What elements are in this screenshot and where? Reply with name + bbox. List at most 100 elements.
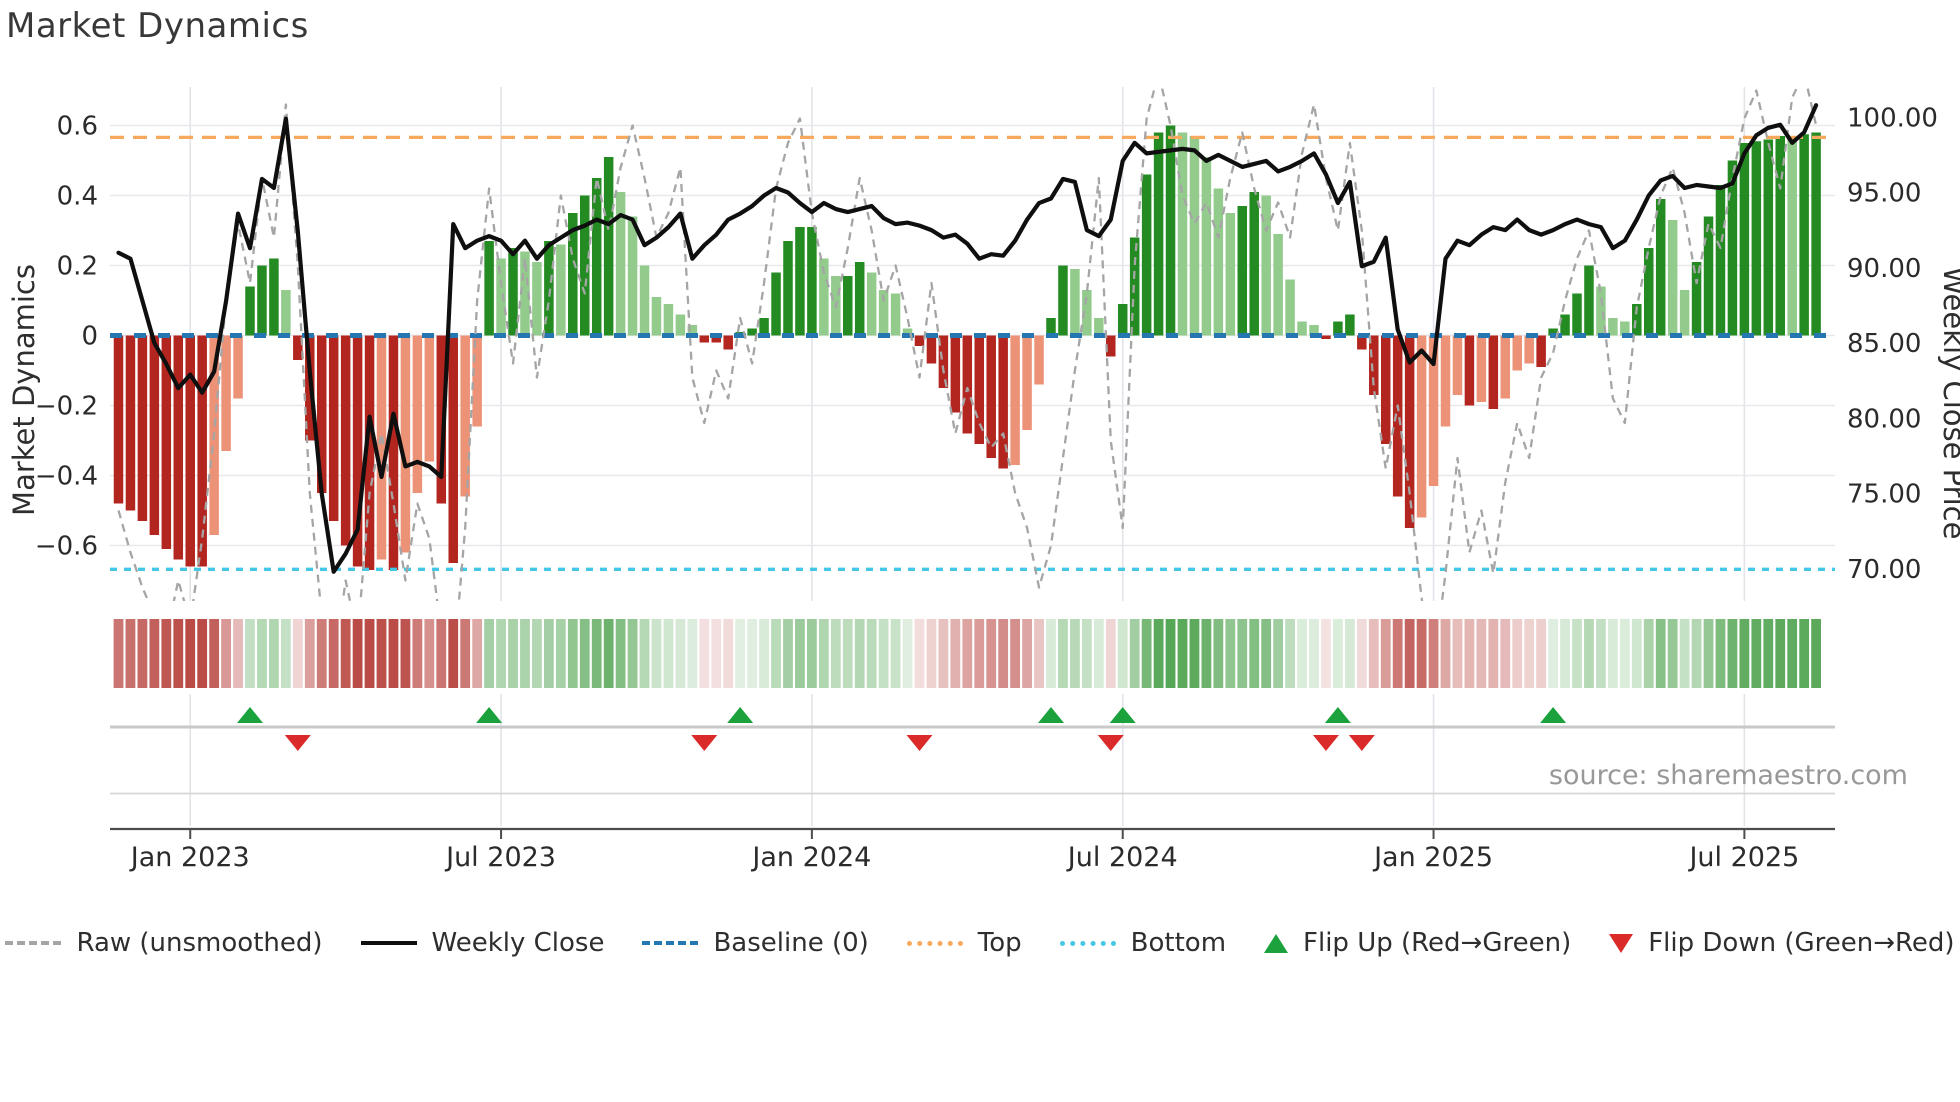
oscillator-bar xyxy=(747,328,757,336)
heatmap-cell xyxy=(412,619,423,688)
left-y-tick-label: 0.6 xyxy=(57,112,98,142)
heatmap-cell xyxy=(376,619,387,688)
oscillator-bar xyxy=(125,335,136,511)
oscillator-bar xyxy=(1070,269,1080,336)
heatmap-cell xyxy=(1452,619,1463,688)
oscillator-bar xyxy=(520,251,530,336)
heatmap-cell xyxy=(1416,619,1427,688)
oscillator-bar xyxy=(591,178,602,336)
heatmap-cell xyxy=(1321,619,1331,688)
heatmap-cell xyxy=(197,619,208,688)
oscillator-bar xyxy=(1787,137,1797,336)
heatmap-cell xyxy=(1631,619,1642,688)
oscillator-bar xyxy=(819,258,829,336)
oscillator-bar xyxy=(627,216,638,336)
legend-label: Bottom xyxy=(1130,928,1227,958)
right-y-tick-label: 100.00 xyxy=(1847,103,1938,133)
oscillator-bar xyxy=(197,335,207,567)
oscillator-bar xyxy=(1058,265,1068,336)
legend-item: Top xyxy=(906,928,1022,958)
heatmap-cell xyxy=(1141,619,1152,688)
oscillator-bar xyxy=(1512,335,1522,371)
oscillator-bar xyxy=(1392,335,1403,497)
heatmap-cell xyxy=(986,619,997,688)
heatmap-cell xyxy=(1249,619,1260,688)
oscillator-bar xyxy=(1261,195,1271,336)
heatmap-cell xyxy=(1368,619,1379,688)
oscillator-bar xyxy=(1739,143,1750,336)
oscillator-bar xyxy=(603,157,614,336)
heatmap-cell xyxy=(1512,619,1523,688)
heatmap-cell xyxy=(1488,619,1499,688)
heatmap-cell xyxy=(926,619,937,688)
x-tick-label: Jul 2025 xyxy=(1687,842,1799,873)
heatmap-cell xyxy=(1572,619,1582,688)
oscillator-bar xyxy=(448,335,458,563)
oscillator-bar xyxy=(137,335,148,521)
heatmap-cell xyxy=(1058,619,1068,688)
heatmap-cell xyxy=(460,619,471,688)
legend-item: Flip Up (Red→Green) xyxy=(1264,928,1571,958)
heatmap-cell xyxy=(1177,619,1188,688)
x-tick-label: Jul 2024 xyxy=(1066,842,1178,873)
heatmap-cell xyxy=(1655,619,1666,688)
heatmap-cell xyxy=(1285,619,1295,688)
oscillator-bar xyxy=(926,335,937,364)
heatmap-cell xyxy=(1703,619,1714,688)
heatmap-cell xyxy=(1679,619,1690,688)
oscillator-bar xyxy=(651,297,662,336)
oscillator-bar xyxy=(1333,321,1343,336)
heatmap-cell xyxy=(1189,619,1200,688)
oscillator-bar xyxy=(1548,328,1558,336)
heatmap-cell xyxy=(1344,619,1355,688)
oscillator-bar xyxy=(1117,304,1128,336)
heatmap-cell xyxy=(1727,619,1738,688)
heatmap-cell xyxy=(436,619,447,688)
flip-up-marker xyxy=(476,707,503,723)
oscillator-bar xyxy=(161,335,172,549)
flip-up-marker xyxy=(1109,707,1136,723)
chart-legend: Raw (unsmoothed) Weekly Close Baseline (0)… xyxy=(0,928,1960,958)
heatmap-cell xyxy=(1333,619,1343,688)
heatmap-cell xyxy=(830,619,841,688)
oscillator-bar xyxy=(364,335,375,570)
oscillator-bar xyxy=(173,335,184,560)
oscillator-bar xyxy=(281,290,291,336)
heatmap-cell xyxy=(1464,619,1475,688)
heatmap-cell xyxy=(962,619,973,688)
heatmap-cell xyxy=(878,619,889,688)
oscillator-bar xyxy=(1345,314,1355,336)
flip-down-marker xyxy=(906,735,933,751)
oscillator-bar xyxy=(544,241,554,336)
heatmap-cell xyxy=(304,619,315,688)
heatmap-cell xyxy=(1560,619,1570,688)
oscillator-bar xyxy=(663,304,674,336)
oscillator-bar xyxy=(1273,234,1283,336)
heatmap-cell xyxy=(173,619,184,688)
heatmap-cell xyxy=(1105,619,1116,688)
heatmap-cell xyxy=(149,619,160,688)
oscillator-bar xyxy=(962,335,973,434)
left-y-tick-label: 0.4 xyxy=(57,182,98,212)
oscillator-bar xyxy=(1584,265,1594,336)
oscillator-bar xyxy=(1524,335,1534,364)
heatmap-cell xyxy=(532,619,542,688)
oscillator-bar xyxy=(1560,314,1570,336)
oscillator-bar xyxy=(579,195,590,336)
oscillator-bar xyxy=(687,325,698,336)
oscillator-bar xyxy=(1643,248,1654,336)
oscillator-bar xyxy=(1620,321,1630,336)
oscillator-bar xyxy=(352,335,363,567)
oscillator-bar xyxy=(1703,216,1714,336)
heatmap-cell xyxy=(185,619,196,688)
oscillator-bar xyxy=(1297,321,1307,336)
heatmap-cell xyxy=(1261,619,1272,688)
source-text: source: sharemaestro.com xyxy=(1548,760,1908,791)
heatmap-cell xyxy=(352,619,363,688)
flip-up-marker xyxy=(237,707,264,723)
oscillator-bar xyxy=(1141,174,1152,336)
oscillator-bar xyxy=(1010,335,1020,465)
right-y-tick-label: 75.00 xyxy=(1847,480,1921,510)
oscillator-bar xyxy=(1488,335,1499,409)
